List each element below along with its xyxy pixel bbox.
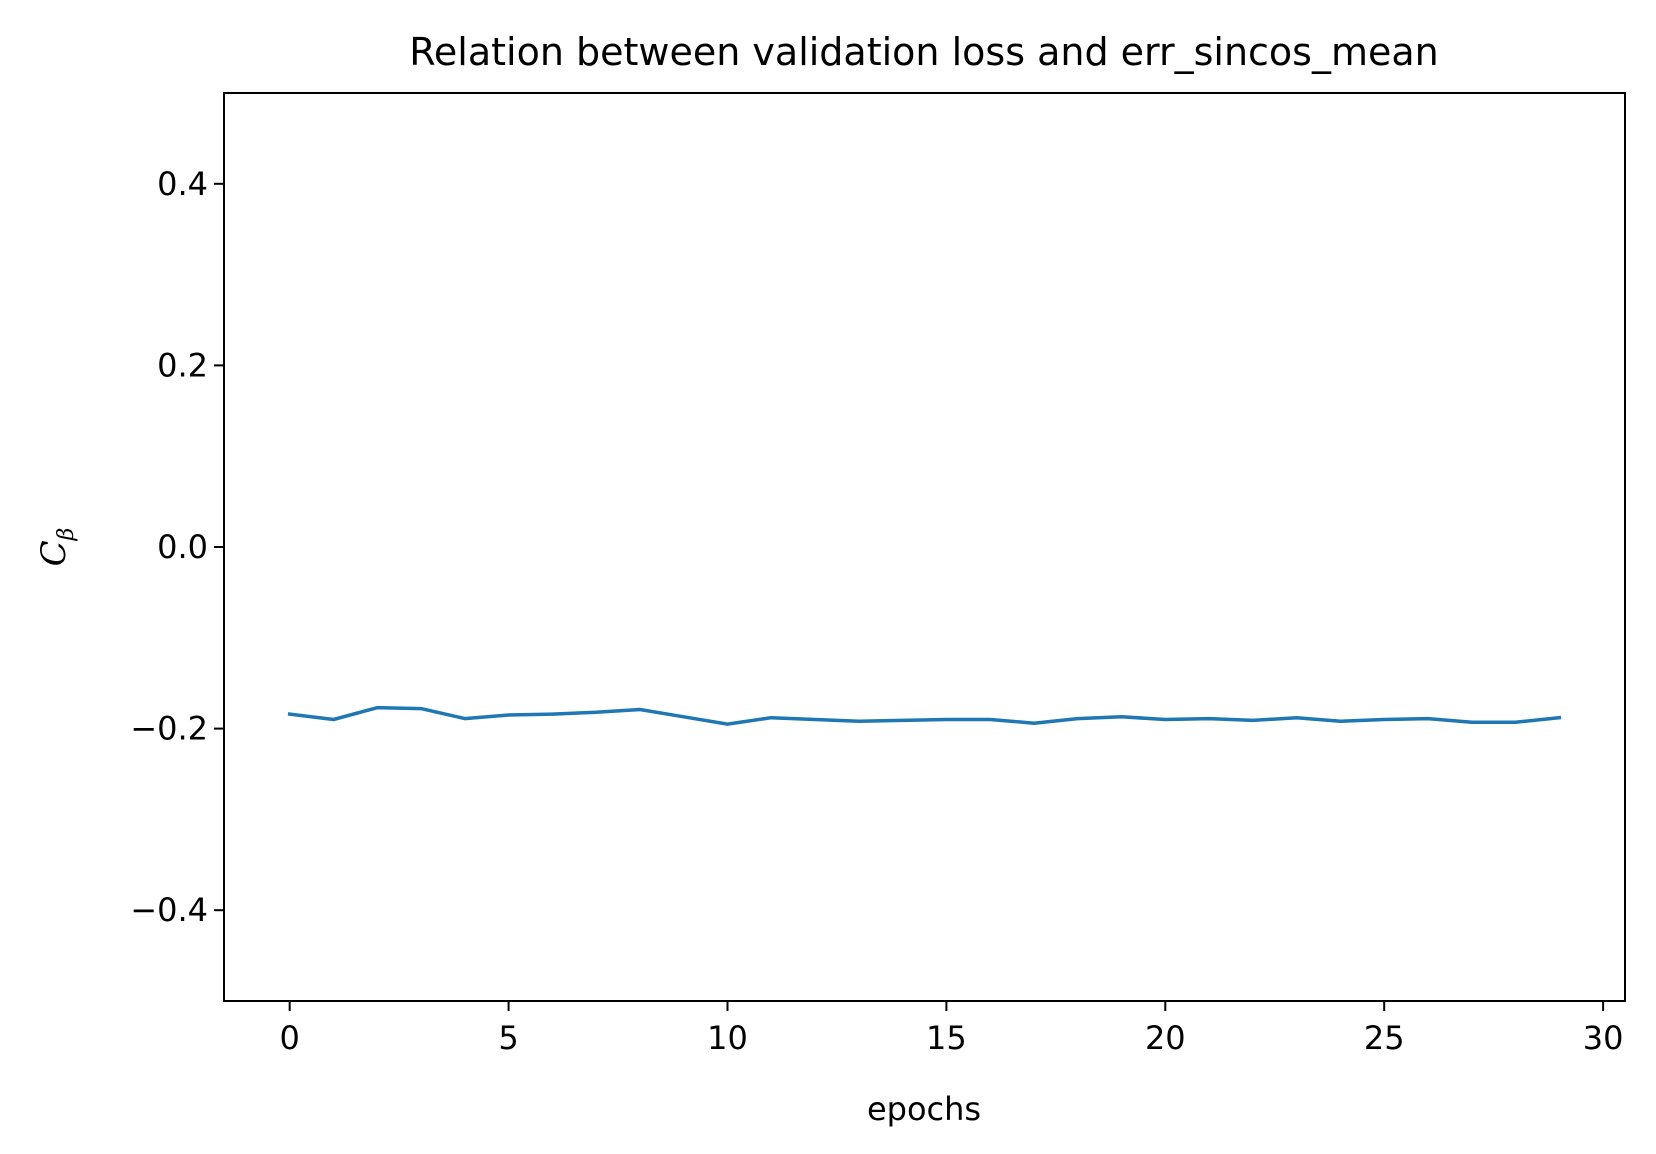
y-tick-label: −0.2 (130, 710, 208, 748)
y-axis-label: Cβ (34, 528, 79, 567)
x-tick-label: 0 (279, 1019, 299, 1057)
series-layer (287, 705, 1562, 726)
y-axis: −0.4 −0.2 0.0 0.2 0.4 (130, 165, 224, 929)
y-tick-label: −0.4 (130, 891, 208, 929)
x-tick-label: 20 (1145, 1019, 1186, 1057)
x-tick-label: 5 (498, 1019, 518, 1057)
y-axis-label-main: C (34, 540, 74, 566)
x-tick-label: 10 (707, 1019, 748, 1057)
y-tick-label: 0.2 (157, 346, 208, 384)
series-line (287, 705, 1562, 726)
y-tick-label: 0.0 (157, 528, 208, 566)
y-axis-label-sub: β (54, 528, 79, 542)
x-tick-label: 30 (1583, 1019, 1624, 1057)
chart-title: Relation between validation loss and err… (409, 30, 1439, 74)
y-tick-label: 0.4 (157, 165, 208, 203)
x-axis-label: epochs (867, 1090, 981, 1128)
x-axis: 0 5 10 15 20 25 30 (279, 1001, 1623, 1057)
x-tick-label: 15 (926, 1019, 967, 1057)
svg-text:Cβ: Cβ (34, 528, 79, 567)
x-tick-label: 25 (1364, 1019, 1405, 1057)
plot-frame (223, 92, 1626, 1002)
